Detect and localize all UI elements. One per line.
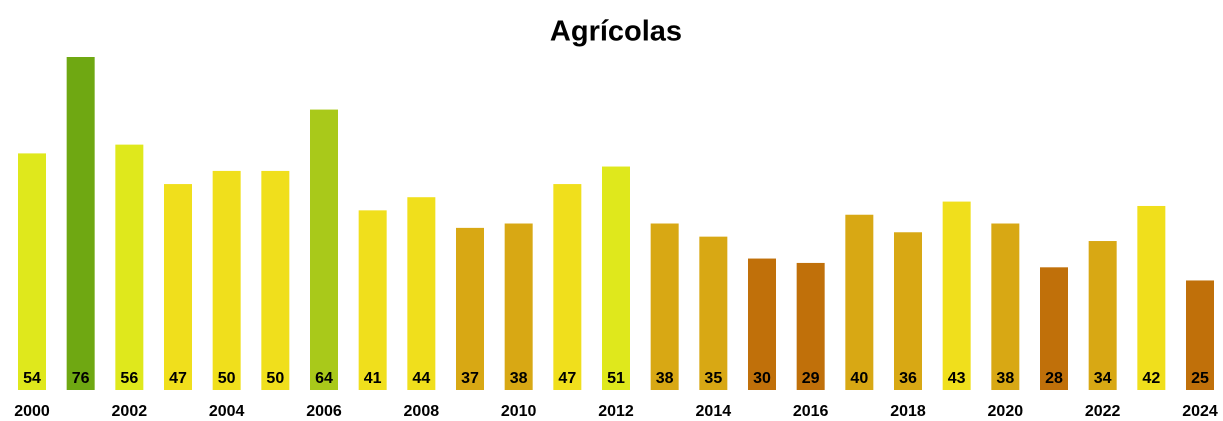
x-tick-label: 2012: [598, 403, 634, 420]
value-label: 54: [23, 370, 41, 387]
bar: [261, 170, 290, 390]
bar: [942, 201, 971, 390]
x-tick-label: 2000: [14, 403, 50, 420]
bar: [1040, 267, 1068, 390]
bar: [1186, 280, 1214, 390]
x-tick-label: 2024: [1182, 403, 1218, 420]
value-label: 41: [364, 370, 382, 387]
bar: [115, 144, 144, 390]
bar: [845, 214, 874, 390]
bar: [699, 236, 728, 390]
bar: [650, 223, 679, 390]
value-label: 36: [899, 370, 917, 387]
value-label: 42: [1142, 370, 1160, 387]
x-tick-label: 2020: [988, 403, 1024, 420]
bar: [18, 153, 46, 390]
value-label: 56: [120, 370, 138, 387]
value-label: 34: [1094, 370, 1112, 387]
bar: [164, 184, 192, 390]
x-tick-label: 2016: [793, 403, 829, 420]
value-label: 50: [218, 370, 236, 387]
x-tick-label: 2004: [209, 403, 245, 420]
value-label: 40: [850, 370, 868, 387]
bar: [456, 227, 484, 390]
x-tick-label: 2014: [696, 403, 732, 420]
x-tick-label: 2010: [501, 403, 537, 420]
bar: [504, 223, 533, 390]
bar: [991, 223, 1020, 390]
value-label: 64: [315, 370, 333, 387]
bar: [553, 184, 582, 390]
value-label: 37: [461, 370, 479, 387]
chart-title: Agrícolas: [550, 16, 682, 48]
value-label: 38: [656, 370, 674, 387]
value-label: 47: [169, 370, 187, 387]
value-label: 76: [72, 370, 90, 387]
x-tick-label: 2008: [404, 403, 440, 420]
bar: [358, 210, 387, 390]
value-label: 38: [510, 370, 528, 387]
value-label: 30: [753, 370, 771, 387]
value-label: 28: [1045, 370, 1063, 387]
bar: [212, 170, 241, 390]
value-label: 47: [558, 370, 576, 387]
bar: [66, 57, 95, 390]
bar: [1137, 205, 1166, 390]
bar: [1088, 241, 1117, 390]
bar: [407, 197, 436, 390]
value-label: 35: [704, 370, 722, 387]
bar: [602, 166, 630, 390]
bar: [310, 109, 338, 390]
value-label: 43: [948, 370, 966, 387]
value-label: 44: [412, 370, 430, 387]
x-tick-label: 2006: [306, 403, 342, 420]
value-label: 25: [1191, 370, 1209, 387]
x-tick-label: 2002: [112, 403, 148, 420]
value-label: 50: [266, 370, 284, 387]
value-label: 29: [802, 370, 820, 387]
bar: [748, 258, 776, 390]
value-label: 51: [607, 370, 625, 387]
bar: [796, 262, 825, 390]
value-label: 38: [996, 370, 1014, 387]
bar: [894, 232, 922, 390]
x-tick-label: 2022: [1085, 403, 1121, 420]
x-tick-label: 2018: [890, 403, 926, 420]
